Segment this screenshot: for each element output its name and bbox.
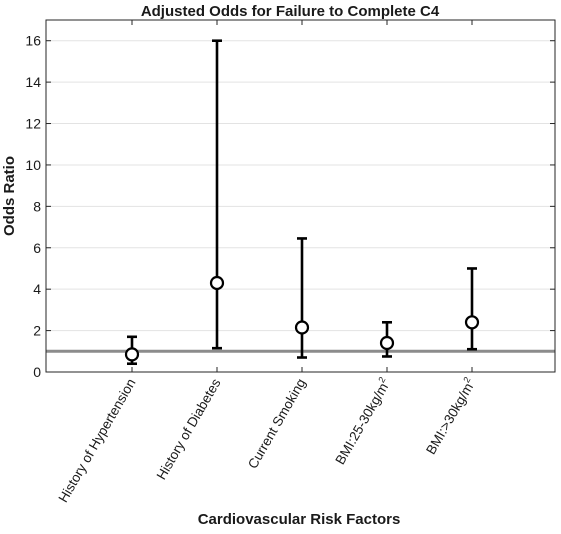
data-point-group — [464, 267, 480, 351]
grid-layer — [46, 40, 555, 332]
y-tick-label: 14 — [25, 74, 41, 90]
odds-ratio-marker — [124, 347, 140, 362]
y-tick-label: 8 — [33, 198, 41, 214]
y-tick-label: 16 — [25, 33, 41, 49]
x-axis-label: Cardiovascular Risk Factors — [198, 511, 401, 528]
data-point-group — [124, 335, 140, 366]
x-tick-label: Current Smoking — [245, 376, 309, 471]
x-axis-ticks: History of Hypertension History of Diabet… — [55, 20, 478, 505]
x-tick-label: BMI:>30kg/m2 — [421, 375, 478, 457]
y-tick-label: 12 — [25, 116, 41, 132]
data-point-group — [294, 237, 310, 359]
odds-ratio-marker — [379, 335, 395, 351]
x-tick-label: History of Hypertension — [55, 376, 138, 505]
odds-ratio-marker — [464, 315, 480, 330]
x-tick-label: BMI:25-30kg/m2 — [331, 375, 394, 467]
data-point-group — [379, 321, 395, 358]
data-point-group — [209, 39, 225, 350]
plot-frame — [45, 19, 556, 373]
y-tick-label: 4 — [33, 281, 41, 297]
y-axis-label: Odds Ratio — [1, 156, 18, 236]
series-layer — [124, 39, 480, 366]
y-tick-label: 2 — [33, 323, 41, 339]
x-tick-label: History of Diabetes — [154, 376, 224, 482]
y-tick-label: 0 — [33, 364, 41, 380]
y-tick-label: 6 — [33, 240, 41, 256]
odds-ratio-marker — [209, 275, 225, 291]
y-tick-label: 10 — [25, 157, 41, 173]
odds-ratio-marker — [294, 320, 310, 335]
y-axis-ticks: 0 2 4 6 8 10 12 14 16 — [25, 33, 555, 380]
chart-title: Adjusted Odds for Failure to Complete C4 — [141, 3, 440, 20]
